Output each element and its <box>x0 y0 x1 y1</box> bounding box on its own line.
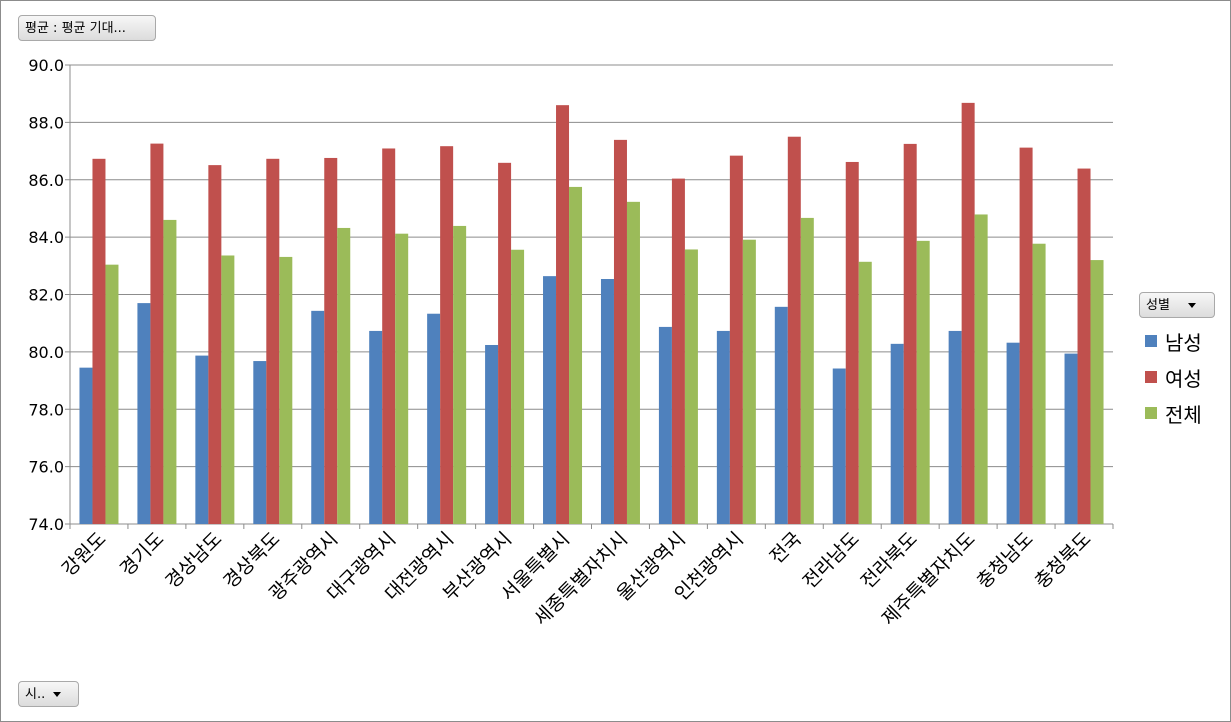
bar <box>266 158 280 525</box>
bar <box>511 249 525 524</box>
bar <box>221 255 235 525</box>
y-tick-label: 88.0 <box>28 113 64 132</box>
value-field-button[interactable]: 평균 : 평균 기대... <box>18 15 156 41</box>
y-tick-label: 90.0 <box>28 56 64 75</box>
value-field-label: 평균 : 평균 기대... <box>25 21 126 36</box>
bar <box>845 161 859 524</box>
bar <box>1006 342 1020 524</box>
bar <box>369 330 383 524</box>
bar <box>195 355 209 524</box>
bar <box>832 368 846 524</box>
bar <box>684 249 698 524</box>
y-tick-label: 76.0 <box>28 458 64 477</box>
bar <box>613 139 627 524</box>
axis-field-button[interactable]: 시.. <box>18 681 79 707</box>
bar <box>974 214 988 525</box>
bar <box>137 303 151 524</box>
bar <box>774 306 788 524</box>
dropdown-arrow-icon <box>1187 303 1196 308</box>
bar <box>208 165 222 524</box>
x-category-label: 전라남도 <box>799 528 864 593</box>
legend-field-button[interactable]: 성별 <box>1139 292 1215 318</box>
bar <box>311 310 325 524</box>
bar <box>279 256 293 524</box>
bar <box>671 178 685 525</box>
bar <box>382 148 396 524</box>
legend-field-label: 성별 <box>1146 298 1170 313</box>
axis-field-label: 시.. <box>25 687 46 702</box>
legend-swatch-male <box>1145 335 1157 347</box>
legend-label-female: 여성 <box>1165 366 1202 391</box>
bar <box>961 102 975 525</box>
y-tick-label: 82.0 <box>28 286 64 305</box>
bar <box>800 217 814 525</box>
bar <box>92 158 106 525</box>
chart-legend: 남성 여성 전체 <box>1145 323 1202 431</box>
bar <box>1064 353 1078 524</box>
bar <box>395 233 409 524</box>
bar <box>658 326 672 524</box>
y-tick-label: 86.0 <box>28 171 64 190</box>
y-tick-label: 84.0 <box>28 228 64 247</box>
bar <box>453 225 467 524</box>
bar <box>324 157 338 524</box>
bar <box>427 313 441 524</box>
legend-item-male: 남성 <box>1145 323 1202 359</box>
bar <box>1019 147 1033 524</box>
x-category-label: 전국 <box>766 528 806 568</box>
bar <box>787 136 801 524</box>
x-category-label: 충청북도 <box>1031 528 1096 593</box>
bar <box>948 330 962 524</box>
bar <box>337 227 351 524</box>
bar <box>79 367 93 524</box>
bar <box>600 279 614 524</box>
bar <box>903 143 917 524</box>
bar <box>716 330 730 524</box>
bar <box>626 201 640 525</box>
bar <box>556 105 570 524</box>
bar <box>105 264 119 524</box>
bar <box>729 155 743 524</box>
y-tick-label: 78.0 <box>28 400 64 419</box>
bar <box>253 361 267 524</box>
y-tick-label: 80.0 <box>28 343 64 362</box>
x-category-label: 경상남도 <box>161 528 226 593</box>
bar <box>1032 243 1046 524</box>
bar <box>150 143 164 524</box>
legend-swatch-female <box>1145 371 1157 383</box>
dropdown-arrow-icon <box>53 692 62 697</box>
bar <box>498 162 512 524</box>
legend-label-male: 남성 <box>1165 330 1202 355</box>
bar <box>742 239 756 524</box>
bar <box>916 240 930 524</box>
legend-item-female: 여성 <box>1145 359 1202 395</box>
bar <box>1090 260 1104 524</box>
bar <box>440 146 454 525</box>
y-tick-label: 74.0 <box>28 515 64 534</box>
legend-swatch-total <box>1145 407 1157 419</box>
bar <box>1077 168 1091 524</box>
bar <box>890 343 904 524</box>
legend-label-total: 전체 <box>1165 402 1202 427</box>
bar <box>569 186 583 524</box>
x-category-label: 강원도 <box>58 528 111 581</box>
x-category-label: 경기도 <box>116 528 169 581</box>
bar <box>858 261 872 524</box>
bar <box>485 344 499 524</box>
bar <box>163 219 177 524</box>
legend-item-total: 전체 <box>1145 395 1202 431</box>
bar <box>543 276 557 524</box>
x-category-label: 충청남도 <box>973 528 1038 593</box>
